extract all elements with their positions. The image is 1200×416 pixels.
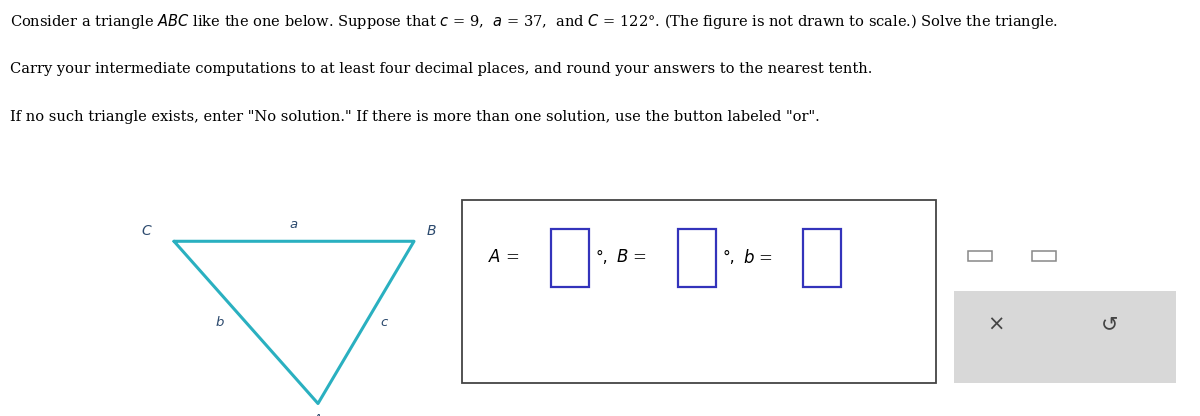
Bar <box>968 250 992 261</box>
Text: $\mathit{c}$: $\mathit{c}$ <box>380 316 390 329</box>
Text: ×: × <box>988 314 1004 334</box>
Text: $\mathit{b}$: $\mathit{b}$ <box>215 315 224 329</box>
Text: ↺: ↺ <box>1102 314 1118 334</box>
Bar <box>462 200 936 383</box>
Text: $\mathit{B}$: $\mathit{B}$ <box>426 224 437 238</box>
Text: $\mathit{a}$: $\mathit{a}$ <box>289 218 299 231</box>
Text: Consider a triangle $\mathit{ABC}$ like the one below. Suppose that $\mathit{c}$: Consider a triangle $\mathit{ABC}$ like … <box>10 12 1057 32</box>
Text: If no such triangle exists, enter "No solution." If there is more than one solut: If no such triangle exists, enter "No so… <box>10 110 820 124</box>
Text: $\mathit{b}$ =: $\mathit{b}$ = <box>743 249 773 267</box>
Text: or: or <box>1002 249 1015 262</box>
Text: $\mathit{A}$: $\mathit{A}$ <box>312 413 324 416</box>
Bar <box>803 229 841 287</box>
Text: °,: °, <box>595 250 608 265</box>
Text: $\mathit{C}$: $\mathit{C}$ <box>140 224 152 238</box>
Bar <box>678 229 716 287</box>
Bar <box>954 200 1176 291</box>
Bar <box>1032 250 1056 261</box>
Text: No
solution: No solution <box>1074 241 1123 271</box>
Bar <box>954 200 1176 383</box>
Text: $\mathit{B}$ =: $\mathit{B}$ = <box>616 250 647 266</box>
Bar <box>551 229 589 287</box>
Text: $\mathit{A}$ =: $\mathit{A}$ = <box>488 250 520 266</box>
Text: °,: °, <box>722 250 736 265</box>
Text: Carry your intermediate computations to at least four decimal places, and round : Carry your intermediate computations to … <box>10 62 872 77</box>
